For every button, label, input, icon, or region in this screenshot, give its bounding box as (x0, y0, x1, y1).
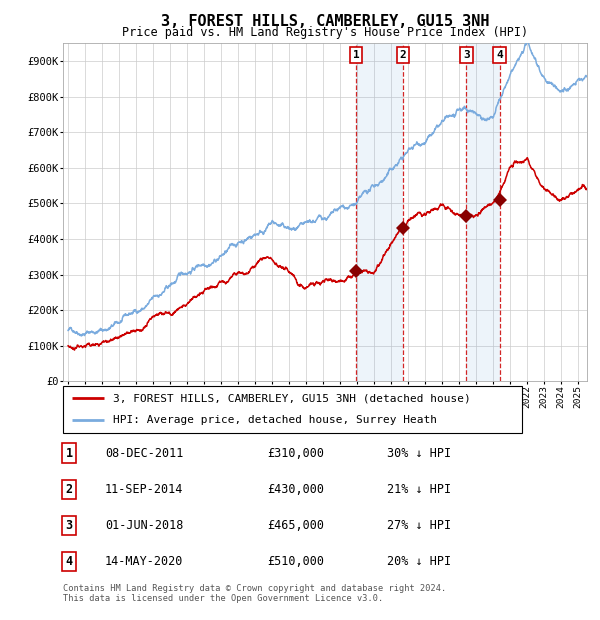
Text: 1: 1 (353, 50, 359, 60)
Text: 30% ↓ HPI: 30% ↓ HPI (387, 447, 451, 460)
Text: 4: 4 (496, 50, 503, 60)
Text: £430,000: £430,000 (267, 483, 324, 496)
Text: 20% ↓ HPI: 20% ↓ HPI (387, 555, 451, 568)
Text: 14-MAY-2020: 14-MAY-2020 (105, 555, 184, 568)
Text: £510,000: £510,000 (267, 555, 324, 568)
Text: HPI: Average price, detached house, Surrey Heath: HPI: Average price, detached house, Surr… (113, 415, 437, 425)
Text: £465,000: £465,000 (267, 519, 324, 532)
Text: Contains HM Land Registry data © Crown copyright and database right 2024.
This d: Contains HM Land Registry data © Crown c… (63, 584, 446, 603)
Text: 21% ↓ HPI: 21% ↓ HPI (387, 483, 451, 496)
Text: 27% ↓ HPI: 27% ↓ HPI (387, 519, 451, 532)
Text: 1: 1 (65, 447, 73, 460)
Text: £310,000: £310,000 (267, 447, 324, 460)
Text: 01-JUN-2018: 01-JUN-2018 (105, 519, 184, 532)
Text: 2: 2 (400, 50, 406, 60)
Bar (356, 43, 403, 381)
Text: 11-SEP-2014: 11-SEP-2014 (105, 483, 184, 496)
Text: 3, FOREST HILLS, CAMBERLEY, GU15 3NH: 3, FOREST HILLS, CAMBERLEY, GU15 3NH (161, 14, 490, 29)
Bar (466, 43, 500, 381)
Text: Price paid vs. HM Land Registry's House Price Index (HPI): Price paid vs. HM Land Registry's House … (122, 26, 528, 39)
Text: 4: 4 (65, 555, 73, 568)
Text: 2: 2 (65, 483, 73, 496)
Text: 3: 3 (65, 519, 73, 532)
FancyBboxPatch shape (63, 386, 522, 433)
Text: 3, FOREST HILLS, CAMBERLEY, GU15 3NH (detached house): 3, FOREST HILLS, CAMBERLEY, GU15 3NH (de… (113, 393, 471, 404)
Text: 08-DEC-2011: 08-DEC-2011 (105, 447, 184, 460)
Text: 3: 3 (463, 50, 470, 60)
